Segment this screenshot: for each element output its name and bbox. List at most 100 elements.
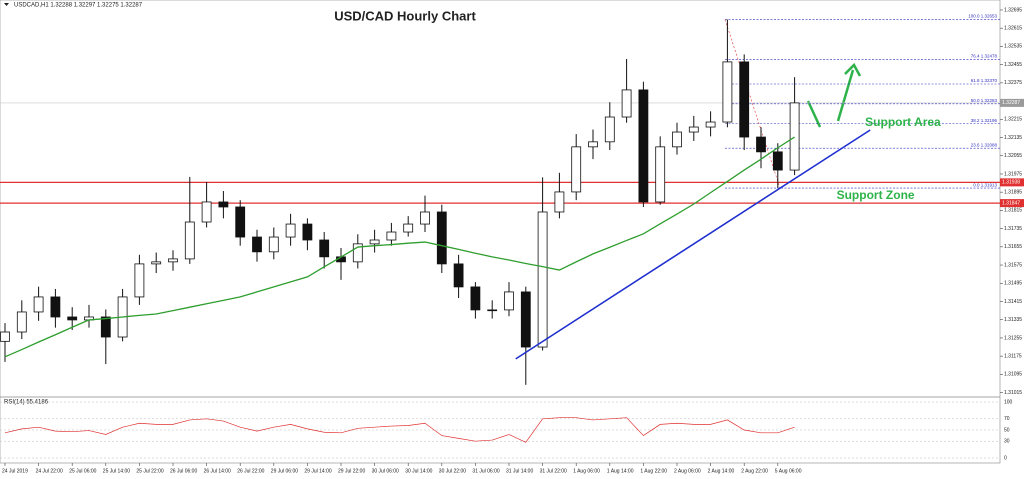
current-price-label: 1.32287 <box>1002 100 1020 106</box>
y-tick-label: 1.32135 <box>1004 135 1022 141</box>
candle-body <box>0 331 10 342</box>
fib-label: 38.2 1.32196 <box>971 118 998 123</box>
candle-body <box>235 206 246 238</box>
candle-body <box>134 263 145 298</box>
arrow-down <box>806 100 822 128</box>
candle-body <box>16 311 27 333</box>
x-tick-label: 30 Jul 22:00 <box>439 468 466 474</box>
x-tick-label: 25 Jul 22:00 <box>136 468 163 474</box>
candle-body <box>100 316 111 338</box>
annotation: Support Area <box>865 115 941 129</box>
candle-body <box>722 61 733 123</box>
y-tick-label: 1.31575 <box>1004 262 1022 268</box>
candle-body <box>33 296 44 313</box>
x-tick-label: 29 Jul 06:00 <box>271 468 298 474</box>
x-tick-label: 26 Jul 14:00 <box>204 468 231 474</box>
y-tick-label: 1.31095 <box>1004 372 1022 378</box>
candle-body <box>588 141 598 148</box>
x-tick-label: 24 Jul 2019 <box>2 468 28 474</box>
candle-body <box>252 236 262 253</box>
arrows <box>806 62 862 128</box>
candle-body <box>470 286 481 311</box>
rsi-tick-label: 100 <box>1004 399 1013 405</box>
chart-title: USD/CAD Hourly Chart <box>334 8 476 23</box>
x-tick-label: 1 Aug 14:00 <box>607 468 634 474</box>
header-icon <box>4 3 9 6</box>
candle-body <box>352 243 363 263</box>
x-tick-label: 2 Aug 14:00 <box>708 468 735 474</box>
candle-body <box>772 151 783 171</box>
price-tag-label: 1.31847 <box>1002 200 1020 206</box>
x-tick-label: 30 Jul 14:00 <box>405 468 432 474</box>
candle-body <box>789 102 800 171</box>
y-tick-label: 1.32695 <box>1004 7 1022 13</box>
candle-body <box>302 223 313 241</box>
fib-label: 23.6 1.32088 <box>971 142 998 147</box>
fib-label: 76.4 1.32478 <box>971 54 998 59</box>
x-tick-label: 2 Aug 06:00 <box>674 468 701 474</box>
candle-body <box>520 291 531 348</box>
annotation: Support Zone <box>837 188 915 202</box>
candle-body <box>571 146 582 193</box>
y-tick-label: 1.31895 <box>1004 189 1022 195</box>
rsi-label: RSI(14) 55.4186 <box>4 400 49 406</box>
x-tick-label: 5 Aug 06:00 <box>775 468 802 474</box>
candle-body <box>184 221 195 260</box>
x-tick-label: 26 Jul 06:00 <box>170 468 197 474</box>
candle-body <box>554 191 565 213</box>
price-tag-label: 1.31938 <box>1002 180 1020 186</box>
candle-body <box>168 258 178 263</box>
arrow-head <box>844 62 862 77</box>
x-tick-label: 31 Jul 14:00 <box>506 468 533 474</box>
fib-label: 61.8 1.32370 <box>971 78 998 83</box>
y-tick-label: 1.31975 <box>1004 171 1022 177</box>
y-tick-label: 1.31815 <box>1004 208 1022 214</box>
rsi-tick-label: 70 <box>1004 416 1010 422</box>
candle-body <box>638 89 649 203</box>
fib-label: 0.0 1.31913 <box>973 182 997 187</box>
x-tick-label: 31 Jul 22:00 <box>540 468 567 474</box>
y-tick-label: 1.31255 <box>1004 335 1022 341</box>
y-tick-label: 1.32375 <box>1004 80 1022 86</box>
rsi-tick-label: 50 <box>1004 427 1010 433</box>
y-tick-label: 1.32535 <box>1004 44 1022 50</box>
candle-body <box>487 309 498 312</box>
rsi-line <box>4 417 795 443</box>
candle-body <box>436 211 447 265</box>
candle-body <box>319 239 330 258</box>
y-tick-label: 1.32615 <box>1004 26 1022 32</box>
candle-body <box>739 61 750 138</box>
candle-body <box>655 146 666 203</box>
candle-body <box>756 136 766 153</box>
x-tick-label: 26 Jul 22:00 <box>237 468 264 474</box>
candle-body <box>504 291 514 311</box>
fib-label: 50.0 1.32283 <box>971 98 998 103</box>
x-tick-label: 29 Jul 14:00 <box>304 468 331 474</box>
moving-average <box>4 136 795 358</box>
candle-body <box>268 236 279 253</box>
rsi-tick-label: 0 <box>1004 455 1007 461</box>
y-tick-label: 1.31495 <box>1004 281 1022 287</box>
candle-body <box>369 239 380 245</box>
candle-body <box>50 296 61 318</box>
candle-body <box>403 223 414 233</box>
x-tick-label: 25 Jul 14:00 <box>103 468 130 474</box>
candle-body <box>201 201 212 223</box>
candle-body <box>621 89 632 118</box>
y-tick-label: 1.31175 <box>1004 353 1022 359</box>
candle-body <box>604 116 615 143</box>
candle-body <box>218 201 229 208</box>
y-tick-label: 1.32215 <box>1004 117 1022 123</box>
x-tick-label: 2 Aug 22:00 <box>741 468 768 474</box>
candle-body <box>537 211 548 348</box>
y-tick-label: 1.31655 <box>1004 244 1022 250</box>
candle-body <box>420 211 430 225</box>
price-tag <box>1000 199 1024 208</box>
x-tick-label: 1 Aug 06:00 <box>573 468 600 474</box>
x-tick-label: 24 Jul 22:00 <box>36 468 63 474</box>
y-tick-label: 1.32455 <box>1004 62 1022 68</box>
candle-body <box>151 261 162 265</box>
x-tick-label: 30 Jul 06:00 <box>372 468 399 474</box>
y-tick-label: 1.31735 <box>1004 226 1022 232</box>
